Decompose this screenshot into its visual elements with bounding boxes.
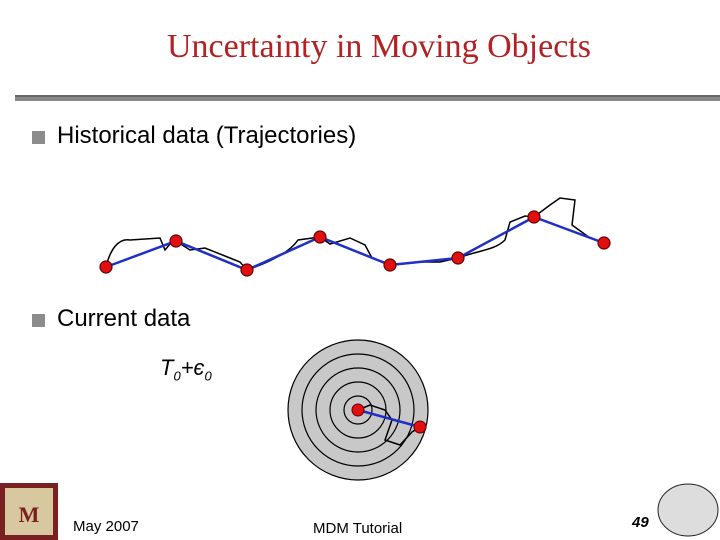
current-point (413, 420, 427, 434)
current-line (357, 408, 421, 429)
raw-trajectory (105, 197, 605, 271)
trajectory-points (99, 210, 611, 277)
label-sub: 0 (173, 368, 181, 384)
left-logo-mark: M (19, 502, 40, 527)
footer-date: May 2007 (73, 518, 139, 535)
label-part: T (160, 355, 174, 380)
current-path (357, 404, 421, 446)
footer-center: MDM Tutorial (313, 520, 403, 537)
label-sub: 0 (204, 368, 212, 384)
page-number: 49 (632, 514, 649, 531)
bullet-marker (32, 314, 45, 327)
bullet-text: Current data (57, 305, 191, 332)
current-point (351, 403, 365, 417)
slide-title: Uncertainty in Moving Objects (167, 28, 591, 65)
uncertainty-label: T0+є0 (160, 355, 212, 383)
right-logo (657, 483, 719, 537)
label-part: +є (180, 355, 205, 380)
bullet-text: Historical data (Trajectories) (57, 122, 357, 149)
left-logo-inner (5, 488, 53, 535)
trajectory-line (105, 215, 605, 272)
bullet-marker (32, 131, 45, 144)
